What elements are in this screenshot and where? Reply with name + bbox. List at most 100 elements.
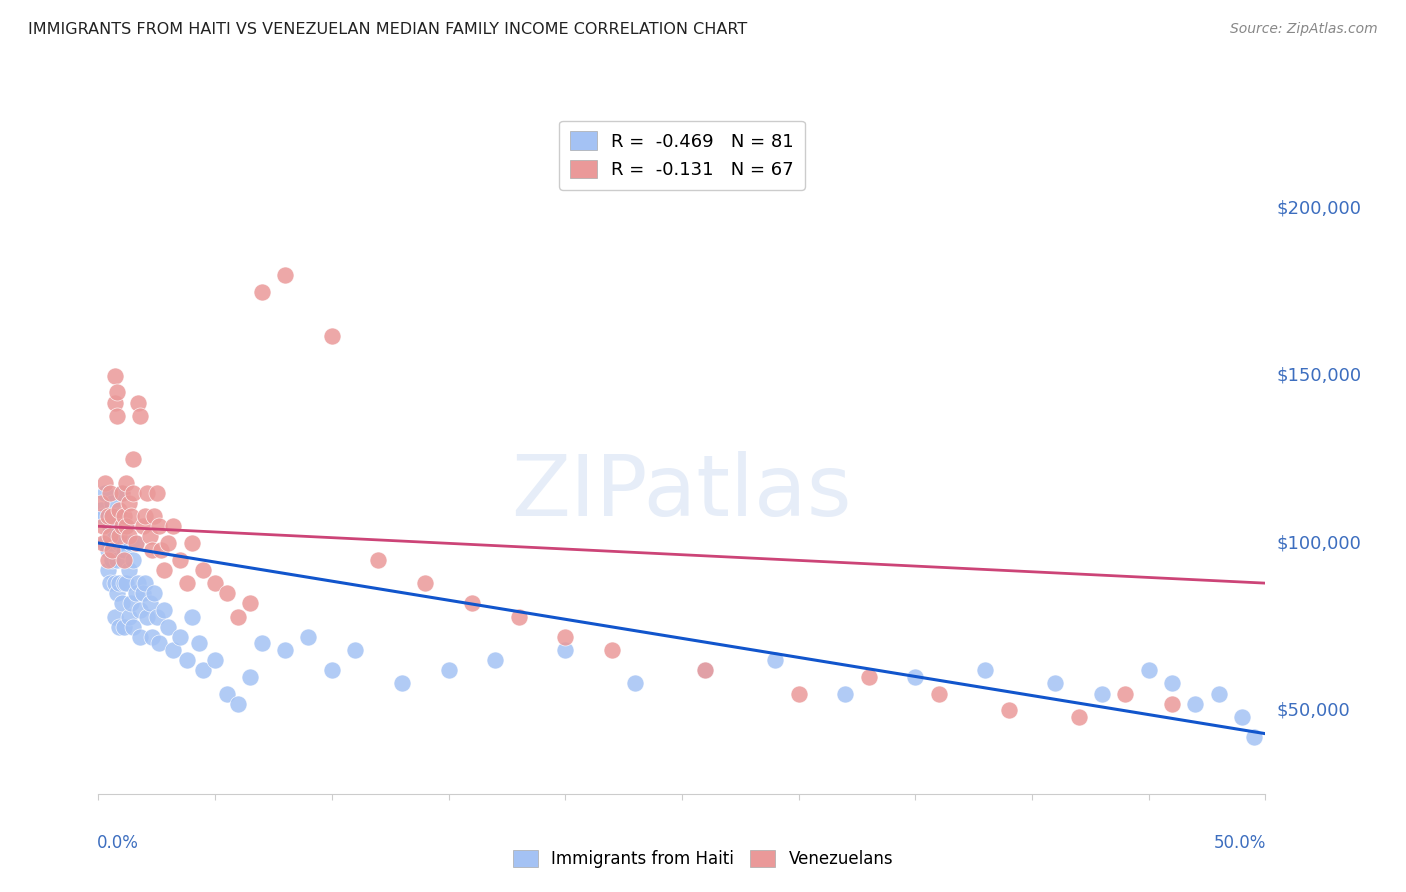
Text: 0.0%: 0.0% — [97, 834, 139, 852]
Point — [91, 509, 114, 524]
Point — [105, 586, 128, 600]
Point — [1243, 730, 1265, 744]
Point — [1208, 687, 1230, 701]
Point — [111, 519, 134, 533]
Point — [118, 563, 141, 577]
Point — [112, 552, 135, 567]
Point — [928, 687, 950, 701]
Point — [413, 576, 436, 591]
Point — [152, 563, 174, 577]
Text: 50.0%: 50.0% — [1215, 834, 1267, 852]
Point — [157, 619, 180, 633]
Point — [228, 609, 250, 624]
Point — [1045, 676, 1067, 690]
Text: $50,000: $50,000 — [1277, 701, 1350, 719]
Point — [858, 670, 880, 684]
Point — [169, 552, 191, 567]
Point — [108, 502, 131, 516]
Point — [104, 576, 127, 591]
Point — [97, 509, 120, 524]
Point — [101, 496, 124, 510]
Point — [98, 485, 121, 500]
Point — [157, 536, 180, 550]
Point — [112, 576, 135, 591]
Point — [101, 552, 124, 567]
Point — [132, 519, 155, 533]
Point — [98, 529, 121, 543]
Point — [974, 663, 997, 677]
Point — [104, 609, 127, 624]
Point — [118, 609, 141, 624]
Point — [321, 328, 343, 343]
Point — [139, 596, 162, 610]
Point — [94, 536, 117, 550]
Point — [125, 536, 148, 550]
Point — [624, 676, 647, 690]
Point — [101, 542, 124, 557]
Point — [115, 519, 138, 533]
Point — [1091, 687, 1114, 701]
Point — [239, 670, 262, 684]
Point — [101, 509, 124, 524]
Point — [139, 529, 162, 543]
Point — [127, 576, 149, 591]
Point — [90, 496, 112, 510]
Point — [111, 596, 134, 610]
Point — [274, 268, 297, 283]
Point — [176, 576, 198, 591]
Point — [484, 653, 506, 667]
Point — [141, 630, 163, 644]
Text: $100,000: $100,000 — [1277, 534, 1361, 552]
Point — [344, 643, 367, 657]
Point — [120, 536, 142, 550]
Legend: R =  -0.469   N = 81, R =  -0.131   N = 67: R = -0.469 N = 81, R = -0.131 N = 67 — [560, 120, 804, 190]
Point — [1114, 687, 1136, 701]
Point — [104, 368, 127, 383]
Point — [250, 285, 273, 300]
Text: IMMIGRANTS FROM HAITI VS VENEZUELAN MEDIAN FAMILY INCOME CORRELATION CHART: IMMIGRANTS FROM HAITI VS VENEZUELAN MEDI… — [28, 22, 748, 37]
Text: $150,000: $150,000 — [1277, 367, 1361, 384]
Point — [176, 653, 198, 667]
Point — [150, 542, 173, 557]
Point — [215, 586, 238, 600]
Point — [94, 475, 117, 490]
Point — [97, 563, 120, 577]
Point — [193, 663, 215, 677]
Point — [143, 586, 166, 600]
Point — [180, 609, 202, 624]
Point — [763, 653, 786, 667]
Point — [120, 596, 142, 610]
Point — [98, 519, 121, 533]
Text: $200,000: $200,000 — [1277, 200, 1361, 218]
Text: Source: ZipAtlas.com: Source: ZipAtlas.com — [1230, 22, 1378, 37]
Point — [187, 636, 209, 650]
Point — [152, 603, 174, 617]
Point — [239, 596, 262, 610]
Point — [250, 636, 273, 650]
Point — [297, 630, 319, 644]
Point — [169, 630, 191, 644]
Point — [391, 676, 413, 690]
Point — [321, 663, 343, 677]
Point — [108, 536, 131, 550]
Point — [108, 576, 131, 591]
Point — [193, 563, 215, 577]
Point — [104, 395, 127, 409]
Point — [91, 536, 114, 550]
Point — [97, 542, 120, 557]
Point — [554, 643, 576, 657]
Point — [90, 502, 112, 516]
Point — [108, 529, 131, 543]
Point — [136, 609, 159, 624]
Point — [122, 485, 145, 500]
Point — [115, 519, 138, 533]
Point — [1161, 676, 1184, 690]
Point — [787, 687, 810, 701]
Point — [98, 576, 121, 591]
Point — [112, 619, 135, 633]
Point — [136, 485, 159, 500]
Point — [122, 619, 145, 633]
Point — [105, 385, 128, 400]
Point — [118, 496, 141, 510]
Point — [1230, 710, 1253, 724]
